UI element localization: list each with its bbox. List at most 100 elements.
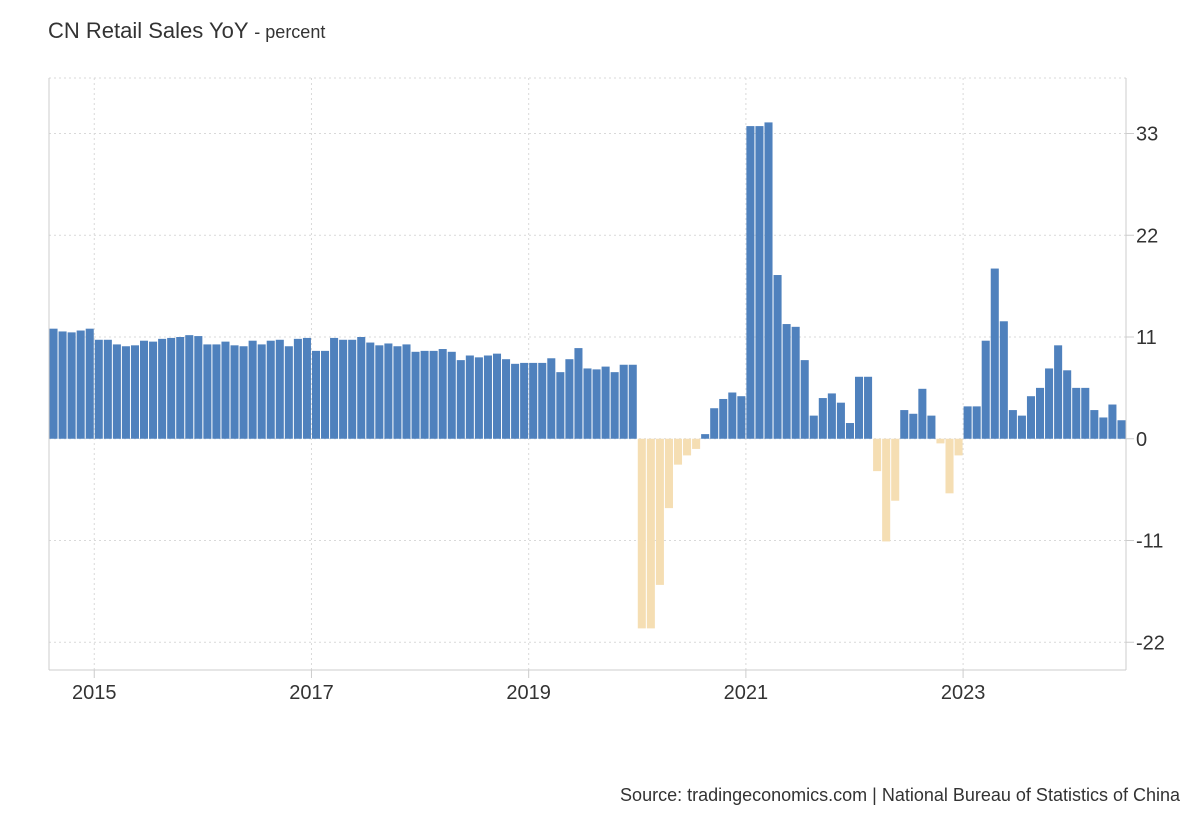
bar	[447, 351, 456, 439]
bar	[628, 364, 637, 439]
bar	[411, 351, 420, 439]
bar	[954, 438, 963, 456]
bar	[936, 438, 945, 444]
bar	[800, 360, 809, 439]
bar	[999, 321, 1008, 439]
bar	[357, 337, 366, 439]
bar	[140, 340, 149, 439]
bar	[610, 372, 619, 439]
bar	[203, 344, 212, 439]
bar	[683, 438, 692, 456]
bar	[972, 406, 981, 439]
bar	[791, 326, 800, 439]
bar	[330, 337, 339, 439]
bar	[465, 355, 474, 439]
bar	[121, 346, 130, 439]
bar	[239, 346, 248, 439]
x-tick-label: 2023	[941, 682, 986, 704]
y-tick-label: 0	[1136, 429, 1147, 451]
bar	[266, 340, 275, 439]
bar	[619, 364, 628, 439]
bar	[429, 350, 438, 439]
bar	[275, 339, 284, 439]
bar	[1117, 420, 1126, 439]
bar	[782, 324, 791, 439]
bar	[809, 415, 818, 439]
bar	[103, 339, 112, 439]
bar	[827, 393, 836, 439]
bar	[167, 337, 176, 439]
bar	[348, 339, 357, 439]
bar	[402, 344, 411, 439]
x-tick-label: 2021	[724, 682, 769, 704]
bar	[366, 342, 375, 439]
x-tick-label: 2015	[72, 682, 117, 704]
bar	[1045, 368, 1054, 439]
bar	[130, 345, 140, 439]
bar	[773, 275, 782, 439]
bar	[981, 340, 990, 439]
bar	[710, 408, 719, 439]
bar	[764, 122, 773, 439]
bar	[293, 338, 302, 439]
bar	[1072, 387, 1081, 439]
bar	[375, 345, 384, 439]
bar	[719, 398, 728, 439]
chart-subtitle: - percent	[254, 22, 326, 42]
bar	[321, 350, 330, 439]
bar	[927, 415, 936, 439]
bar	[891, 438, 900, 501]
bar	[583, 368, 592, 439]
bar	[257, 344, 266, 439]
bar	[1035, 387, 1045, 439]
y-tick-label: -11	[1136, 531, 1163, 553]
bar	[248, 340, 257, 439]
x-tick-label: 2017	[289, 682, 334, 704]
source-note: Source: tradingeconomics.com | National …	[620, 785, 1180, 805]
bar	[420, 350, 429, 439]
bar	[230, 345, 239, 439]
chart-title: CN Retail Sales YoY - percent	[48, 18, 325, 44]
bar	[900, 410, 909, 439]
bar	[176, 337, 185, 439]
bar	[601, 366, 610, 439]
x-tick-label: 2019	[506, 682, 551, 704]
bar	[746, 126, 755, 439]
bar	[637, 438, 646, 629]
bar	[529, 362, 538, 439]
bar	[728, 392, 737, 439]
bar	[701, 434, 710, 439]
bar	[854, 376, 864, 439]
bar	[49, 328, 58, 439]
bar	[1063, 370, 1072, 439]
bar	[565, 359, 574, 439]
chart-axes: -22 -11 0 11 22 33 2015 2017 2019 2021 2023	[48, 78, 1165, 704]
bar	[592, 369, 601, 439]
y-tick-label: 11	[1136, 327, 1157, 349]
y-tick-label: 33	[1136, 124, 1158, 146]
bar	[1090, 410, 1099, 439]
bar	[339, 339, 348, 439]
bar	[221, 341, 230, 439]
bar	[909, 413, 918, 439]
bar	[1026, 396, 1035, 439]
bar	[311, 350, 321, 439]
bar	[438, 349, 447, 439]
bar	[502, 359, 511, 439]
bar	[655, 438, 664, 585]
y-tick-label: -22	[1136, 632, 1165, 654]
bar	[393, 346, 402, 439]
bar	[302, 337, 311, 439]
bar	[212, 344, 221, 439]
bar	[1054, 345, 1063, 439]
bar	[1099, 417, 1108, 439]
bar	[185, 335, 194, 439]
bar	[945, 438, 954, 494]
bar	[963, 406, 972, 439]
bar	[67, 332, 76, 439]
bar	[692, 438, 701, 449]
y-tick-label: 22	[1136, 225, 1158, 247]
bar	[864, 376, 873, 439]
bar	[990, 268, 999, 439]
